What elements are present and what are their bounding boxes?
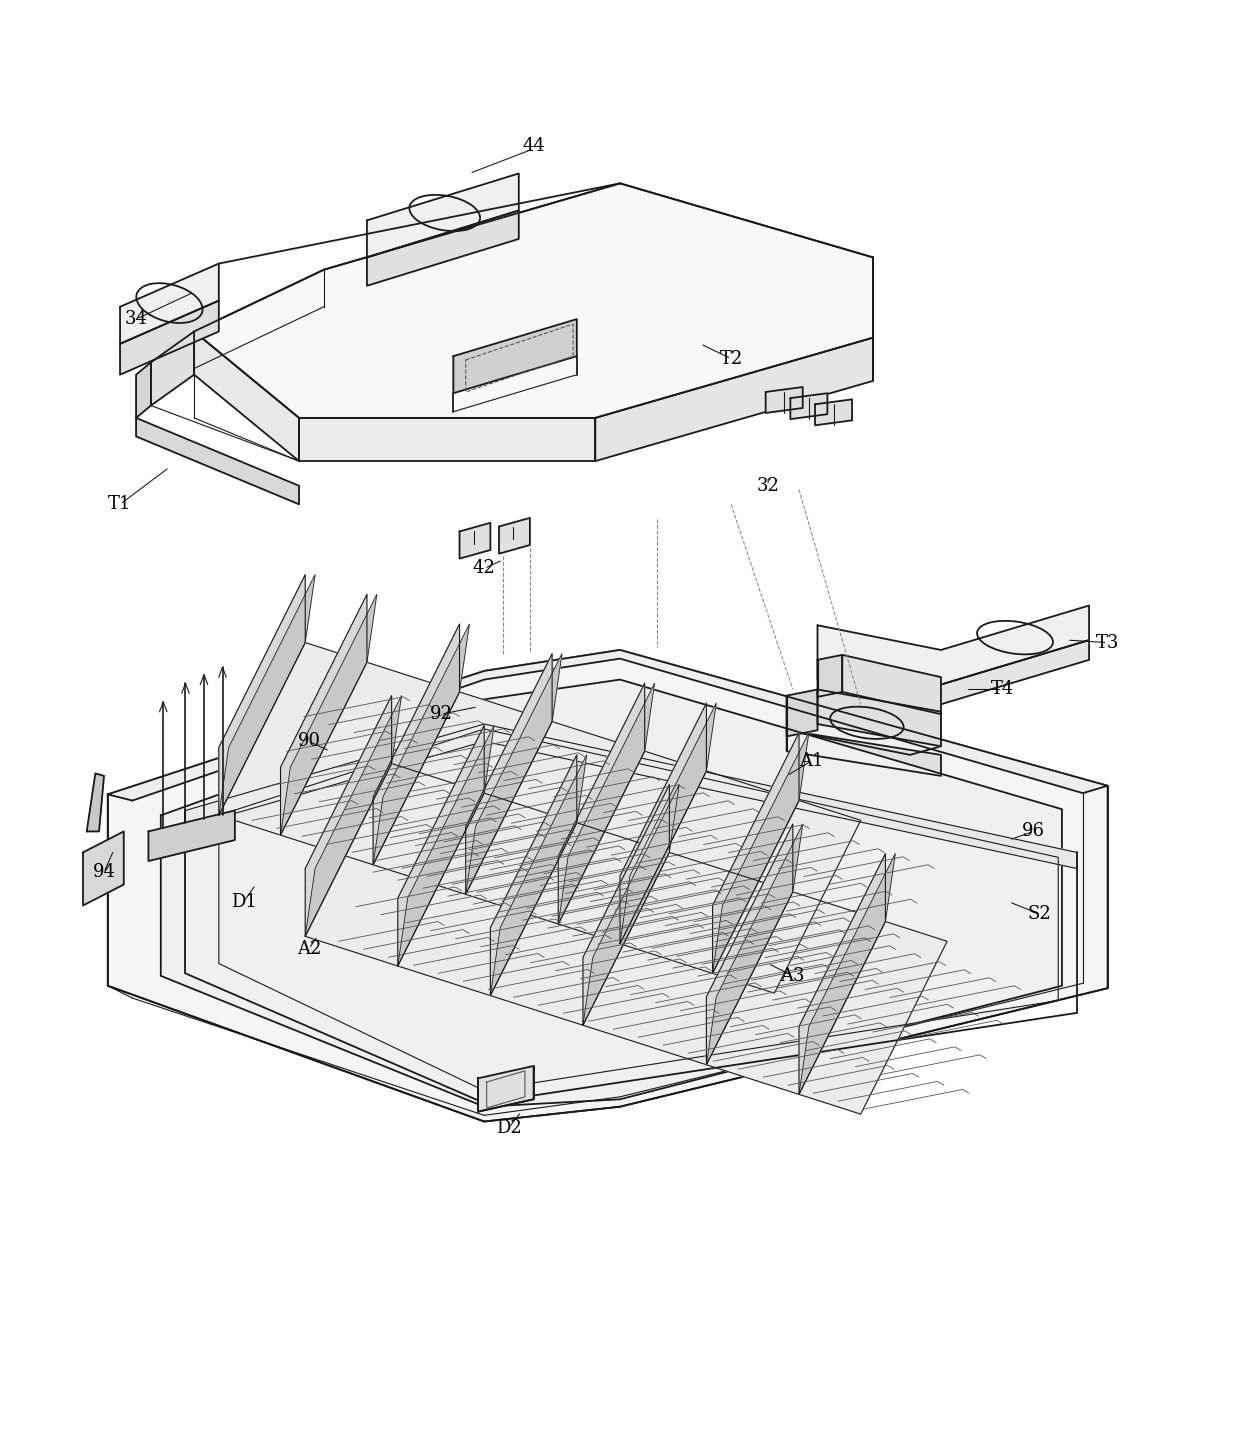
Polygon shape (373, 623, 470, 865)
Polygon shape (280, 594, 377, 835)
Text: A2: A2 (296, 940, 321, 958)
Polygon shape (707, 824, 802, 1065)
Polygon shape (817, 660, 941, 705)
Polygon shape (786, 696, 941, 756)
Polygon shape (280, 594, 367, 835)
Polygon shape (186, 724, 1076, 869)
Text: 42: 42 (472, 559, 496, 577)
Polygon shape (120, 263, 218, 344)
Text: 92: 92 (429, 705, 453, 724)
Text: 44: 44 (522, 138, 544, 155)
Polygon shape (218, 575, 315, 815)
Text: 34: 34 (125, 309, 148, 328)
Polygon shape (299, 418, 595, 461)
Polygon shape (707, 824, 792, 1065)
Polygon shape (842, 655, 941, 715)
Polygon shape (583, 785, 680, 1026)
Polygon shape (218, 575, 305, 815)
Polygon shape (398, 725, 494, 966)
Polygon shape (367, 173, 518, 257)
Polygon shape (161, 680, 1061, 1107)
Polygon shape (817, 690, 941, 747)
Polygon shape (108, 649, 1107, 1122)
Polygon shape (799, 854, 895, 1094)
Polygon shape (479, 1067, 533, 1112)
Polygon shape (305, 763, 947, 1114)
Text: T1: T1 (108, 495, 131, 513)
Polygon shape (620, 703, 717, 944)
Polygon shape (466, 654, 552, 895)
Polygon shape (149, 811, 234, 862)
Text: A1: A1 (799, 753, 823, 770)
Text: 94: 94 (93, 863, 115, 881)
Polygon shape (713, 732, 799, 974)
Polygon shape (765, 386, 802, 413)
Polygon shape (108, 649, 1107, 801)
Polygon shape (460, 523, 490, 558)
Polygon shape (817, 606, 1089, 684)
Text: 32: 32 (756, 477, 780, 495)
Polygon shape (151, 331, 195, 405)
Polygon shape (558, 683, 655, 924)
Text: T2: T2 (719, 350, 743, 368)
Polygon shape (490, 756, 577, 995)
Polygon shape (398, 725, 484, 966)
Polygon shape (195, 183, 873, 418)
Polygon shape (218, 642, 861, 994)
Polygon shape (490, 756, 587, 995)
Text: 90: 90 (298, 732, 320, 750)
Polygon shape (583, 785, 670, 1026)
Polygon shape (790, 394, 827, 418)
Polygon shape (120, 301, 218, 375)
Polygon shape (454, 320, 577, 394)
Polygon shape (83, 831, 124, 905)
Polygon shape (367, 211, 518, 286)
Polygon shape (786, 731, 941, 776)
Polygon shape (498, 517, 529, 554)
Polygon shape (799, 854, 885, 1094)
Text: A3: A3 (780, 966, 805, 985)
Polygon shape (786, 690, 817, 737)
Polygon shape (373, 623, 460, 865)
Polygon shape (941, 641, 1089, 705)
Polygon shape (305, 696, 402, 936)
Text: 96: 96 (1022, 822, 1045, 840)
Polygon shape (136, 418, 299, 504)
Polygon shape (136, 362, 151, 418)
Polygon shape (305, 696, 392, 936)
Text: D1: D1 (231, 892, 257, 911)
Polygon shape (817, 655, 842, 697)
Text: T3: T3 (1096, 634, 1120, 651)
Polygon shape (620, 703, 707, 944)
Text: T4: T4 (991, 680, 1014, 699)
Polygon shape (713, 732, 808, 974)
Text: D2: D2 (496, 1119, 522, 1136)
Polygon shape (195, 331, 299, 461)
Polygon shape (815, 400, 852, 426)
Polygon shape (466, 654, 562, 895)
Polygon shape (558, 683, 645, 924)
Text: S2: S2 (1028, 905, 1052, 923)
Polygon shape (595, 337, 873, 461)
Polygon shape (87, 773, 104, 831)
